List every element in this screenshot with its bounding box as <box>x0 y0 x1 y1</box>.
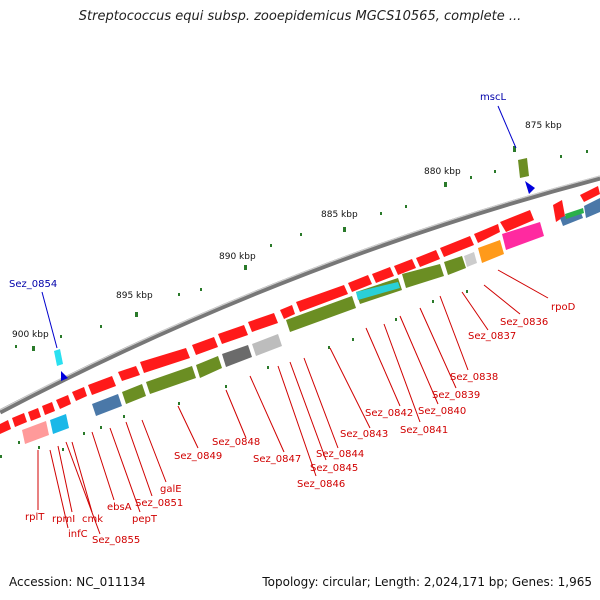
topology-summary: Topology: circular; Length: 2,024,171 bp… <box>262 575 592 589</box>
cds-block[interactable] <box>402 264 444 288</box>
gene-arrow[interactable] <box>28 408 41 421</box>
gene-arrow[interactable] <box>553 200 565 222</box>
strand-arrow-icon <box>61 371 68 381</box>
cds-block[interactable] <box>502 222 544 250</box>
gene-arrow[interactable] <box>474 224 500 243</box>
gene-arrow[interactable] <box>394 259 416 275</box>
gene-label[interactable]: Sez_0847 <box>253 454 301 465</box>
feature-track <box>22 198 600 444</box>
cds-block[interactable] <box>444 256 466 275</box>
gene-arrow[interactable] <box>72 387 87 401</box>
tick-label: 885 kbp <box>321 210 358 220</box>
gene-label[interactable]: Sez_0843 <box>340 429 388 440</box>
gene-arrow[interactable] <box>56 395 71 409</box>
gene-arrow[interactable] <box>12 413 27 427</box>
gene-label[interactable]: Sez_0849 <box>174 451 222 462</box>
gene-label[interactable]: Sez_0844 <box>316 449 364 460</box>
cds-block[interactable] <box>464 252 477 267</box>
gene-arrow[interactable] <box>140 348 190 373</box>
cds-block[interactable] <box>252 334 282 356</box>
cds-block[interactable] <box>584 198 600 218</box>
cds-block[interactable] <box>122 384 146 404</box>
gene-label-sez0854[interactable]: Sez_0854 <box>9 279 57 290</box>
gene-sez0854[interactable] <box>54 349 63 366</box>
gene-arrow[interactable] <box>500 210 534 232</box>
gene-label[interactable]: Sez_0855 <box>92 535 140 546</box>
cds-block[interactable] <box>222 345 252 367</box>
map-title: Streptococcus equi subsp. zooepidemicus … <box>78 9 522 24</box>
cds-block[interactable] <box>565 208 584 219</box>
gene-label[interactable]: ebsA <box>107 502 132 513</box>
gene-label[interactable]: Sez_0845 <box>310 463 358 474</box>
gene-label[interactable]: rpmI <box>52 514 75 525</box>
gene-label[interactable]: Sez_0839 <box>432 390 480 401</box>
gene-arrow[interactable] <box>0 420 11 434</box>
gene-arrow[interactable] <box>280 305 295 319</box>
gene-arrow[interactable] <box>296 285 348 312</box>
tick-label: 895 kbp <box>116 291 153 301</box>
gene-arrow[interactable] <box>218 325 248 344</box>
cds-block[interactable] <box>478 240 504 263</box>
tick-label: 875 kbp <box>525 121 562 131</box>
inner-scale <box>0 290 468 458</box>
callout-line <box>497 105 517 149</box>
gene-arrow[interactable] <box>248 313 278 332</box>
gene-label[interactable]: rplT <box>25 512 45 523</box>
gene-label[interactable]: Sez_0840 <box>418 406 466 417</box>
cds-block[interactable] <box>22 421 49 444</box>
forward-genes <box>0 186 600 434</box>
gene-label[interactable]: Sez_0836 <box>500 317 548 328</box>
cds-block[interactable] <box>196 356 222 378</box>
gene-labels <box>37 269 549 535</box>
strand-arrow-icon <box>525 181 535 194</box>
cds-block[interactable] <box>146 366 196 394</box>
cds-block[interactable] <box>50 414 69 434</box>
tick-label: 900 kbp <box>12 330 49 340</box>
gene-label[interactable]: Sez_0848 <box>212 437 260 448</box>
gene-arrow[interactable] <box>348 275 372 292</box>
genome-backbone-highlight <box>0 175 600 411</box>
cds-block[interactable] <box>92 394 122 416</box>
gene-label[interactable]: Sez_0838 <box>450 372 498 383</box>
gene-arrow[interactable] <box>192 337 218 355</box>
gene-arrow[interactable] <box>118 366 140 381</box>
gene-label[interactable]: cmk <box>82 514 103 525</box>
gene-label-mscl[interactable]: mscL <box>480 92 506 103</box>
callout-line <box>41 291 58 349</box>
gene-label[interactable]: pepT <box>132 514 158 525</box>
genome-backbone <box>0 175 600 415</box>
gene-label[interactable]: Sez_0842 <box>365 408 413 419</box>
tick-label: 890 kbp <box>219 252 256 262</box>
gene-arrow[interactable] <box>42 402 55 415</box>
tick-label: 880 kbp <box>424 167 461 177</box>
gene-label[interactable]: Sez_0841 <box>400 425 448 436</box>
gene-arrow[interactable] <box>580 186 600 202</box>
gene-arrow[interactable] <box>372 267 394 283</box>
gene-arrow[interactable] <box>440 236 474 257</box>
accession-text: Accession: NC_011134 <box>9 575 146 589</box>
cds-block[interactable] <box>356 282 400 300</box>
gene-mscl[interactable] <box>518 158 529 178</box>
outer-scale <box>15 146 588 351</box>
gene-label[interactable]: Sez_0851 <box>135 498 183 509</box>
gene-label[interactable]: Sez_0837 <box>468 331 516 342</box>
gene-arrow[interactable] <box>416 250 440 267</box>
gene-label[interactable]: infC <box>68 529 88 540</box>
gene-arrow[interactable] <box>88 376 116 395</box>
cds-block[interactable] <box>286 296 356 332</box>
gene-label[interactable]: Sez_0846 <box>297 479 345 490</box>
gene-label[interactable]: rpoD <box>551 302 576 313</box>
gene-label[interactable]: galE <box>160 484 182 495</box>
